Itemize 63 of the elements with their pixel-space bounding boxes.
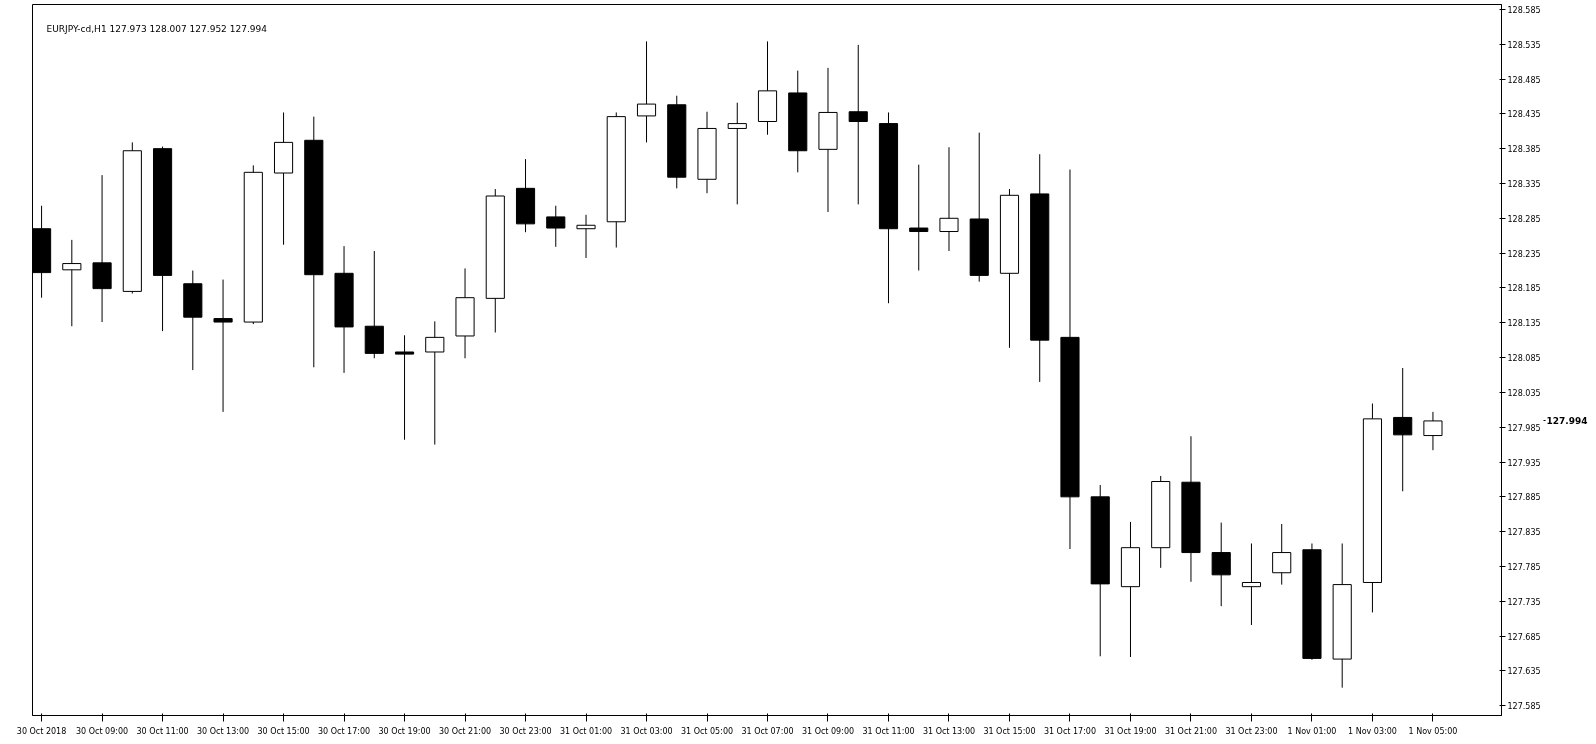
y-tick-label: 127.685 xyxy=(1507,632,1541,642)
candlestick xyxy=(1211,522,1231,607)
y-tick-label: 128.385 xyxy=(1507,145,1541,155)
candlestick xyxy=(425,320,445,446)
x-tick-label: 31 Oct 05:00 xyxy=(680,726,734,736)
x-tick-label: 31 Oct 09:00 xyxy=(801,726,855,736)
x-tick-label: 1 Nov 01:00 xyxy=(1287,726,1337,736)
x-tick-label: 31 Oct 15:00 xyxy=(983,726,1036,736)
candlestick xyxy=(1241,543,1262,626)
y-tick-label: 127.635 xyxy=(1507,667,1541,677)
x-tick-label: 31 Oct 03:00 xyxy=(620,726,673,736)
candlestick xyxy=(939,146,959,252)
x-tick-label: 30 Oct 15:00 xyxy=(257,726,310,736)
candlestick xyxy=(1393,367,1413,492)
x-tick-label: 31 Oct 07:00 xyxy=(741,726,794,736)
candlestick xyxy=(213,279,233,413)
candlestick xyxy=(1272,523,1292,586)
candlestick xyxy=(727,102,747,205)
y-tick-label: 128.135 xyxy=(1507,319,1541,329)
x-tick-label: 31 Oct 17:00 xyxy=(1043,726,1097,736)
x-tick-label: 1 Nov 03:00 xyxy=(1348,726,1397,736)
x-tick-label: 31 Oct 21:00 xyxy=(1164,726,1218,736)
x-tick-label: 30 Oct 23:00 xyxy=(499,726,552,736)
x-tick-label: 30 Oct 11:00 xyxy=(136,726,189,736)
y-tick-label: 128.035 xyxy=(1507,388,1541,398)
candlestick xyxy=(848,44,868,205)
y-tick-label: 127.785 xyxy=(1507,562,1541,572)
x-tick-label: 1 Nov 05:00 xyxy=(1408,726,1458,736)
x-tick-label: 30 Oct 2018 xyxy=(16,726,67,736)
candlestick xyxy=(62,239,82,327)
x-tick-label: 31 Oct 19:00 xyxy=(1104,726,1157,736)
y-tick-label: 128.085 xyxy=(1507,354,1541,364)
x-tick-label: 31 Oct 13:00 xyxy=(922,726,976,736)
x-tick-label: 30 Oct 09:00 xyxy=(75,726,129,736)
x-tick-label: 31 Oct 01:00 xyxy=(559,726,613,736)
x-tick-label: 31 Oct 11:00 xyxy=(862,726,915,736)
candlestick xyxy=(394,334,415,441)
x-tick-label: 30 Oct 17:00 xyxy=(317,726,371,736)
y-tick-label: 127.835 xyxy=(1507,528,1541,538)
y-tick-label: 128.285 xyxy=(1507,214,1541,224)
y-tick-label: 128.185 xyxy=(1507,284,1541,294)
y-tick-label: 128.585 xyxy=(1507,5,1541,15)
candlestick xyxy=(576,214,596,259)
candlestick xyxy=(636,40,657,143)
y-tick-label: 128.235 xyxy=(1507,249,1541,259)
candlestick xyxy=(909,164,929,272)
candlestick xyxy=(546,205,566,248)
y-tick-label: 127.585 xyxy=(1507,702,1541,712)
text: EURJPY-cd,H1 127.973 128.007 127.952 127.994 xyxy=(46,23,268,34)
text: 127.994 xyxy=(1546,416,1588,427)
x-tick-label: 31 Oct 23:00 xyxy=(1225,726,1278,736)
x-tick-label: 30 Oct 21:00 xyxy=(438,726,492,736)
y-tick-label: 128.535 xyxy=(1507,40,1541,50)
y-tick-label: 128.335 xyxy=(1507,179,1541,189)
y-tick-label: 127.735 xyxy=(1507,597,1541,607)
y-tick-label: 127.935 xyxy=(1507,458,1541,468)
x-tick-label: 30 Oct 19:00 xyxy=(378,726,431,736)
y-tick-label: 128.435 xyxy=(1507,110,1541,120)
y-tick-label: 128.485 xyxy=(1507,75,1541,85)
y-tick-label: 127.985 xyxy=(1507,423,1541,433)
x-tick-label: 30 Oct 13:00 xyxy=(196,726,250,736)
y-tick-label: 127.885 xyxy=(1507,493,1541,503)
candlestick xyxy=(1423,411,1443,451)
